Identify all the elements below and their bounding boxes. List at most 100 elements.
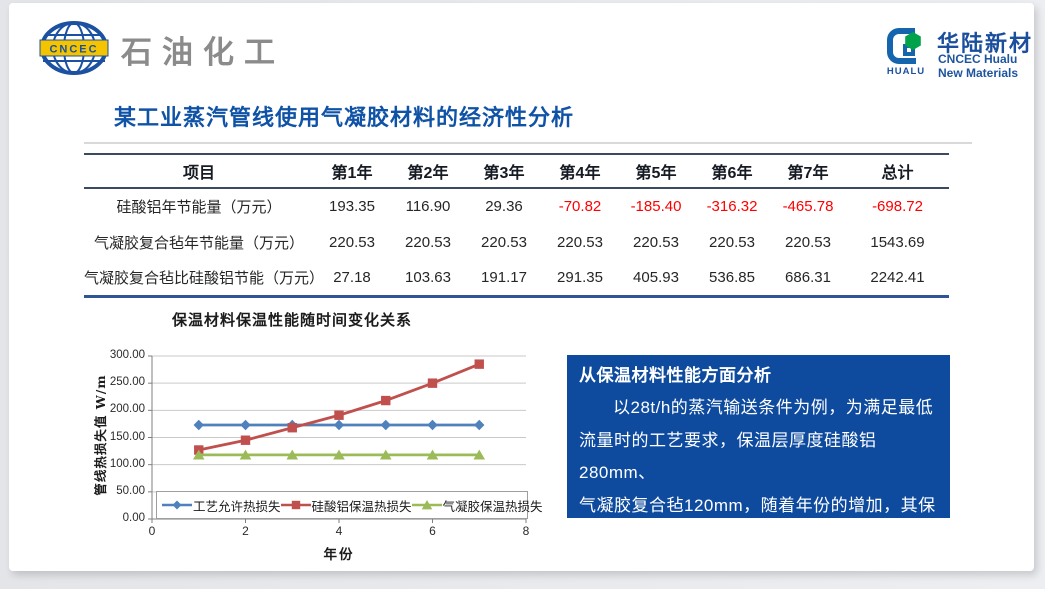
table-row-label: 硅酸铝年节能量（万元） (116, 199, 282, 216)
x-tick-label: 6 (429, 524, 436, 538)
globe-icon: CNCEC (39, 21, 109, 75)
table-cell: 1543.69 (870, 233, 925, 251)
table-cell: -316.32 (706, 198, 758, 215)
legend-item: 硅酸铝保温热损失 (280, 496, 412, 515)
table-row: 气凝胶复合毡年节能量（万元） 220.53 220.53 220.53 220.53 22… (84, 224, 949, 260)
table-cell: 191.17 (481, 268, 527, 286)
hualu-logo: HUALU 华陆新材 CNCEC Hualu New Materials (877, 25, 1037, 81)
title-divider (84, 142, 972, 144)
table-cell: 220.53 (557, 233, 603, 251)
hualu-name-en-line2: New Materials (938, 66, 1019, 80)
table-cell: 103.63 (405, 268, 451, 286)
data-point-square (287, 423, 297, 433)
data-point-diamond (193, 419, 204, 431)
legend-marker-triangle-icon (411, 500, 442, 510)
table-header-cell: 第6年 (694, 154, 770, 189)
data-point-triangle (333, 449, 345, 460)
table-cell: 220.53 (329, 233, 375, 251)
table-cell: 220.53 (405, 233, 451, 251)
analysis-info-box: 从保温材料性能方面分析 以28t/h的蒸汽输送条件为例，为满足最低 流量时的工艺… (567, 355, 950, 518)
table-header-cell: 第4年 (542, 154, 618, 189)
table-cell: 2242.41 (870, 268, 925, 286)
table-row: 气凝胶复合毡比硅酸铝节能（万元） 27.18 103.63 191.17 291.35 4… (84, 260, 949, 296)
hualu-name-en-line1: CNCEC Hualu (938, 52, 1018, 66)
table-cell: 29.36 (485, 198, 523, 215)
table-header-cell: 第5年 (618, 154, 694, 189)
legend-item: 工艺允许热损失 (162, 496, 281, 515)
brand-text: 石油化工 (121, 35, 285, 71)
info-box-body: 以28t/h的蒸汽输送条件为例，为满足最低 流量时的工艺要求，保温层厚度硅酸铝2… (579, 398, 936, 515)
table-cell: 291.35 (557, 268, 603, 286)
data-point-triangle (192, 449, 205, 460)
cncec-globe-logo: CNCEC (39, 20, 109, 76)
legend-item: 气凝胶保温热损失 (411, 496, 543, 515)
table-cell: 686.31 (785, 268, 831, 286)
data-point-triangle (426, 449, 439, 460)
data-point-diamond (333, 419, 345, 431)
x-tick-label: 8 (522, 524, 530, 538)
data-point-square (381, 395, 391, 406)
legend-label: 硅酸铝保温热损失 (311, 498, 412, 514)
table-header-cell: 项目 (84, 154, 314, 189)
table-cell: 536.85 (709, 268, 755, 286)
economics-table: 项目 第1年 第2年 第3年 第4年 第5年 第6年 第7年 总计硅酸铝年节能量（万元） 193.… (84, 153, 949, 298)
table-cell: -70.82 (558, 198, 602, 215)
table-cell: -185.40 (630, 198, 682, 215)
table-cell: 27.18 (333, 268, 371, 286)
table-header-cell: 总计 (846, 154, 949, 189)
data-point-square (240, 435, 251, 445)
x-tick-label: 0 (148, 524, 156, 538)
table-cell: 220.53 (785, 233, 831, 251)
legend-marker-diamond-icon (162, 500, 192, 510)
hualu-mark-icon (887, 28, 921, 64)
hualu-mark-text: HUALU (886, 66, 926, 77)
chart-x-axis-title: 年份 (323, 547, 355, 563)
data-point-diamond (240, 419, 251, 431)
cncec-logo-text: CNCEC (49, 44, 98, 56)
data-point-square (474, 359, 484, 369)
table-cell: 116.90 (405, 198, 451, 215)
chart-legend: 工艺允许热损失 硅酸铝保温热损失 气凝胶保温热损失 (156, 491, 543, 519)
data-point-diamond (474, 419, 485, 431)
y-tick-label: 150.00 (109, 430, 145, 443)
x-tick-label: 4 (335, 524, 343, 538)
data-point-triangle (473, 449, 486, 460)
table-cell: 405.93 (633, 268, 679, 286)
table-cell: 220.53 (633, 233, 679, 251)
table-cell: 193.35 (329, 198, 375, 215)
hualu-name-cn: 华陆新材 (937, 31, 1034, 56)
y-tick-label: 250.00 (109, 376, 145, 389)
data-point-triangle (379, 449, 392, 460)
info-box-title: 从保温材料性能方面分析 (579, 366, 772, 385)
legend-label: 工艺允许热损失 (193, 498, 281, 514)
data-point-square (334, 410, 344, 420)
legend-label: 气凝胶保温热损失 (442, 498, 543, 514)
y-tick-label: 100.00 (109, 457, 145, 470)
table-header-cell: 第1年 (314, 154, 390, 189)
data-point-triangle (239, 449, 252, 460)
legend-marker-square-icon (280, 500, 311, 510)
table-header-cell: 第7年 (770, 154, 846, 189)
y-tick-label: 200.00 (109, 403, 145, 416)
data-point-diamond (380, 419, 391, 431)
table-header-cell: 第3年 (466, 154, 542, 189)
y-tick-label: 50.00 (116, 484, 145, 497)
page-title: 某工业蒸汽管线使用气凝胶材料的经济性分析 (114, 105, 575, 130)
table-cell: -698.72 (872, 198, 923, 215)
chart-title: 保温材料保温性能随时间变化关系 (171, 311, 412, 329)
y-tick-label: 0.00 (122, 512, 145, 524)
y-tick-label: 300.00 (109, 349, 145, 361)
data-point-diamond (427, 419, 438, 431)
x-tick-label: 2 (242, 524, 249, 538)
slide: CNCEC 石油化工 HUALU 华陆新材 CNCEC Hualu New Ma… (9, 3, 1034, 571)
data-point-square (427, 378, 438, 388)
data-point-triangle (286, 449, 299, 460)
table-cell: 220.53 (481, 233, 527, 251)
table-cell: 220.53 (709, 233, 755, 251)
table-header-cell: 第2年 (390, 154, 466, 189)
table-cell: -465.78 (782, 198, 834, 215)
table-row: 硅酸铝年节能量（万元） 193.35 116.90 29.36 -70.82 -185.4… (84, 188, 949, 224)
table-row-label: 气凝胶复合毡比硅酸铝节能（万元） (84, 269, 325, 287)
table-row-label: 气凝胶复合毡年节能量（万元） (93, 234, 304, 252)
